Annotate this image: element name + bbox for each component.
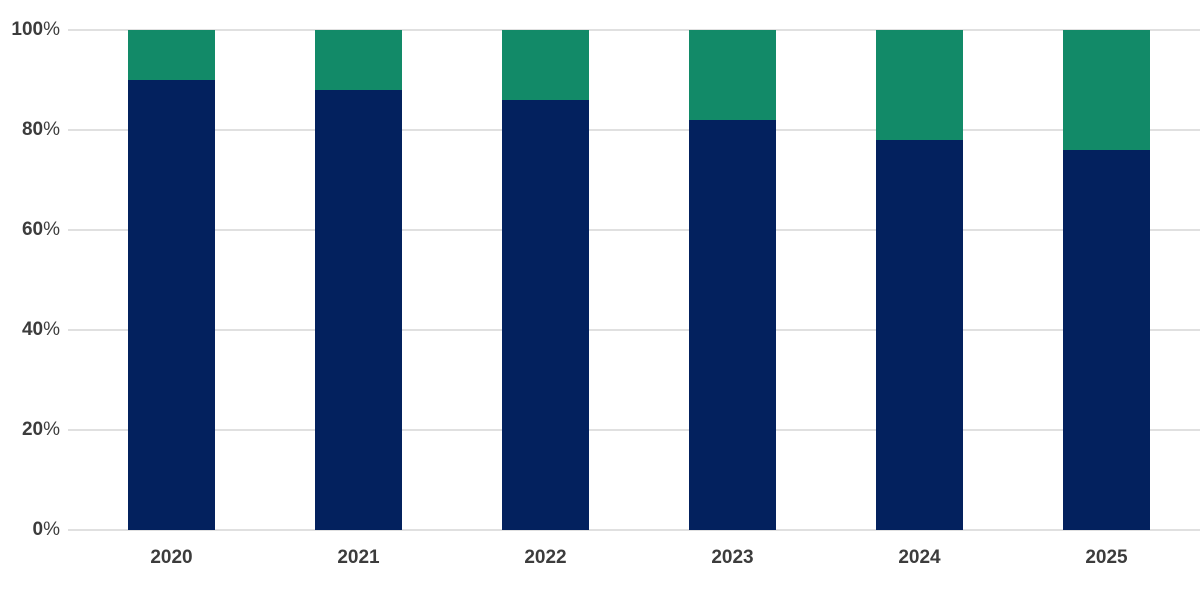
- gridline-0: [68, 529, 1200, 531]
- bar-2025-bottom-segment: [1063, 150, 1150, 530]
- percent-sign: %: [43, 219, 60, 240]
- bar-2020-top-segment: [128, 30, 215, 80]
- gridline-20: [68, 429, 1200, 431]
- bar-2022-bottom-segment: [502, 100, 589, 530]
- x-axis-tick-label-2024: 2024: [898, 547, 941, 568]
- y-axis-tick-label: 20%: [21, 419, 60, 440]
- x-axis-tick-label-2020: 2020: [150, 547, 193, 568]
- bar-2023-bottom-segment: [689, 120, 776, 530]
- gridline-80: [68, 129, 1200, 131]
- bar-2024-top-segment: [876, 30, 963, 140]
- bar-2021-top-segment: [315, 30, 402, 90]
- y-axis-tick-label: 40%: [21, 319, 60, 340]
- bar-2025-top-segment: [1063, 30, 1150, 150]
- x-axis-tick-label-2021: 2021: [337, 547, 380, 568]
- percent-sign: %: [43, 419, 60, 440]
- y-axis-tick-label: 0%: [32, 519, 60, 540]
- bar-2021-bottom-segment: [315, 90, 402, 530]
- x-axis: 2020 2021 2022 2023 2024 2025: [68, 530, 1200, 580]
- y-axis: 0% 20% 40% 60% 80% 100%: [0, 19, 60, 540]
- x-axis-tick-label-2025: 2025: [1085, 547, 1128, 568]
- bar-2020-bottom-segment: [128, 80, 215, 530]
- y-axis-tick-label: 100%: [11, 19, 60, 40]
- bar-2024-bottom-segment: [876, 140, 963, 530]
- plot-area: [68, 29, 1200, 531]
- gridline-100: [68, 29, 1200, 31]
- gridline-60: [68, 229, 1200, 231]
- y-axis-tick-label: 80%: [21, 119, 60, 140]
- bar-2023-top-segment: [689, 30, 776, 120]
- gridline-40: [68, 329, 1200, 331]
- percent-sign: %: [43, 519, 60, 540]
- x-axis-tick-label-2022: 2022: [524, 547, 567, 568]
- bar-2022-top-segment: [502, 30, 589, 100]
- percent-sign: %: [43, 19, 60, 40]
- x-axis-tick-label-2023: 2023: [711, 547, 754, 568]
- percent-sign: %: [43, 119, 60, 140]
- percent-sign: %: [43, 319, 60, 340]
- y-axis-tick-label: 60%: [21, 219, 60, 240]
